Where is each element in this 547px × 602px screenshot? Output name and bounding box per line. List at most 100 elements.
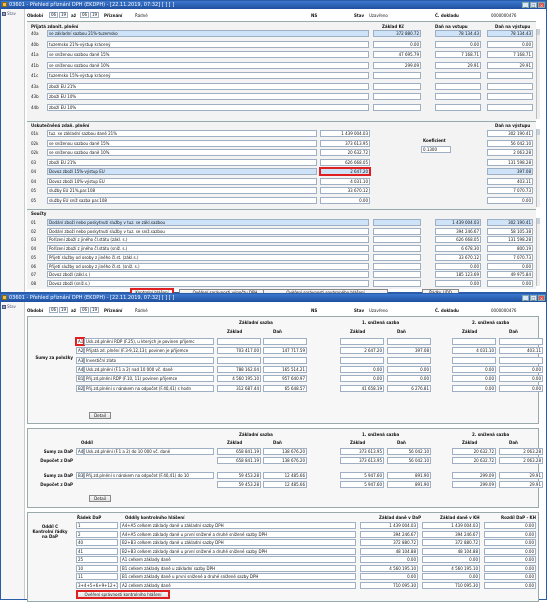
row-value[interactable]: 59 453.28	[217, 472, 261, 479]
row-blank[interactable]	[373, 262, 421, 270]
row-label[interactable]: se sníženou sazbou daně 10%	[47, 149, 317, 156]
row-label[interactable]: Investiční zlato	[84, 356, 214, 364]
kr-kh[interactable]: 394 246.67	[422, 530, 480, 538]
row-value[interactable]: 891.90	[387, 481, 431, 488]
row-zaklad[interactable]: 33 670.12	[435, 253, 481, 261]
detail-button-2[interactable]: Detail	[89, 495, 111, 502]
row-dan-vystup[interactable]: 7 168.71	[487, 51, 533, 58]
row-label[interactable]: se sníženou sazbou daně 15%	[47, 139, 317, 147]
close-button[interactable]: ×	[538, 295, 545, 301]
do-year-2[interactable]: 19	[90, 307, 99, 313]
row-blank[interactable]	[373, 253, 421, 261]
row-dan-vystup[interactable]	[487, 93, 533, 100]
row-label[interactable]: Přij.zd.plnění RDP (F.10, 11) povinen př…	[84, 375, 214, 383]
row-zaklad[interactable]: 0.00	[435, 262, 481, 270]
row-value[interactable]	[340, 356, 384, 364]
od-year-2[interactable]: 19	[59, 307, 68, 313]
row-label[interactable]: Přij.zd.plnění s nárokem na odpočet (F.4…	[84, 472, 214, 479]
row-value[interactable]: 2 063.28	[499, 448, 543, 455]
row-dan-vystup[interactable]: 131 598.28	[487, 158, 533, 166]
row-value[interactable]	[340, 338, 384, 345]
row-label[interactable]: služby EU sníž sazba par.108	[47, 196, 317, 204]
row-label[interactable]: zboží EU 21%	[47, 158, 317, 166]
row-value[interactable]: 41 658.19	[340, 384, 384, 392]
kr-diff[interactable]: 0.00	[484, 547, 536, 555]
row-value[interactable]: 6 276.81	[387, 384, 431, 392]
row-label[interactable]: se sníženou sazbou daně 15%	[47, 51, 369, 58]
row-dan-vystup[interactable]: 56 042.10	[487, 139, 533, 147]
row-zaklad[interactable]: 1 439 004.03	[320, 130, 370, 137]
row-value[interactable]	[499, 338, 543, 345]
row-value[interactable]: 0.00	[340, 375, 384, 383]
row-label[interactable]: Pořízení zboží z jiného čl.státu (zákl. …	[47, 236, 369, 244]
row-value[interactable]: 12 485.66	[263, 481, 307, 488]
minimize-button[interactable]: _	[522, 2, 529, 8]
row-label[interactable]: se základní sazbou 21%-tuzemsko	[47, 30, 369, 37]
row-value[interactable]: 0.00	[340, 365, 384, 373]
kr-kh[interactable]: 0.00	[422, 556, 480, 563]
row-value[interactable]: 5 947.60	[340, 472, 384, 479]
row-blank[interactable]	[373, 245, 421, 253]
row-dan-vstup[interactable]: 78 134.43	[435, 30, 481, 37]
row-value[interactable]: 20 632.72	[452, 448, 496, 455]
row-value[interactable]: 0.00	[387, 375, 431, 383]
row-value[interactable]	[263, 356, 307, 364]
row-label[interactable]: Pořízení zboží z jiného čl.státu (sníž. …	[47, 245, 369, 253]
row-label[interactable]: služby EU 21%,par.108	[47, 187, 317, 194]
od-month[interactable]: 06	[49, 12, 58, 18]
kr-dap[interactable]: 0.00	[360, 573, 418, 580]
row-label[interactable]: Usk.zd.plnění (F.1 a 2) nad 10 000 vč. d…	[84, 365, 214, 373]
row-dan-vystup[interactable]: 0.00	[487, 279, 533, 287]
row-dan-vystup[interactable]: 302 190.41	[487, 130, 533, 137]
kr-row-label[interactable]: A1 celkem základy daně	[120, 556, 356, 563]
row-zaklad[interactable]: 6 678.30	[435, 245, 481, 253]
row-value[interactable]: 0.00	[387, 365, 431, 373]
row-dan-vystup[interactable]	[487, 72, 533, 79]
row-value[interactable]	[452, 356, 496, 364]
row-dan-vstup[interactable]	[435, 103, 481, 111]
row-zaklad[interactable]: 33 670.12	[320, 187, 370, 194]
kr-kh[interactable]: 4 560 195.10	[422, 564, 480, 572]
row-dan-vystup[interactable]: 0.00	[487, 40, 533, 48]
kr-row-label[interactable]: A4+A5 celkem základy daně u první snížen…	[120, 530, 356, 538]
row-value[interactable]: 65 648.57	[263, 384, 307, 392]
row-zaklad[interactable]: 299.09	[373, 61, 421, 69]
row-label[interactable]: Dodání zboží nebo poskytnutí služby v tu…	[47, 227, 369, 235]
row-value[interactable]: 957 640.97	[263, 375, 307, 383]
kr-kh[interactable]: 48 104.88	[422, 547, 480, 555]
row-value[interactable]: 0.00	[452, 365, 496, 373]
do-month-2[interactable]: 06	[80, 307, 89, 313]
kr-dap[interactable]: 394 246.67	[360, 530, 418, 538]
row-value[interactable]: 403.11	[499, 347, 543, 355]
row-dan-vystup[interactable]: 29.91	[487, 61, 533, 69]
row-zaklad[interactable]: 47 695.79	[373, 51, 421, 58]
row-value[interactable]: 373 613.95	[340, 448, 384, 455]
row-value[interactable]: 5 947.60	[340, 481, 384, 488]
row-value[interactable]: 312 687.44	[217, 384, 261, 392]
row-zaklad[interactable]	[373, 103, 421, 111]
row-value[interactable]: 0.00	[499, 375, 543, 383]
row-dan-vstup[interactable]: 7 168.71	[435, 51, 481, 58]
row-value[interactable]: 397.08	[387, 347, 431, 355]
usk-scrollbar[interactable]	[536, 129, 540, 207]
row-value[interactable]: 29.91	[499, 472, 543, 479]
kr-diff[interactable]: 0.00	[484, 564, 536, 572]
close-button[interactable]: ×	[538, 2, 545, 8]
kr-diff[interactable]: 0.00	[484, 556, 536, 563]
kr-dap[interactable]: 0.00	[360, 556, 418, 563]
row-zaklad[interactable]: 0.00	[320, 196, 370, 204]
kr-diff[interactable]: 0.00	[484, 581, 536, 589]
row-value[interactable]	[263, 338, 307, 345]
od-month-2[interactable]: 06	[49, 307, 58, 313]
row-label[interactable]: Dodání zboží nebo poskytnutí služby v tu…	[47, 219, 369, 226]
row-zaklad[interactable]: 626 668.05	[320, 158, 370, 166]
row-label[interactable]: tuzemsko 21%-výstup krácený	[47, 40, 369, 48]
kr-kh[interactable]: 372 880.72	[422, 539, 480, 546]
row-blank[interactable]	[373, 219, 421, 226]
kr-row-label[interactable]: B1 celkem základy daně u základní sazby …	[120, 564, 356, 572]
row-value[interactable]	[499, 356, 543, 364]
row-zaklad[interactable]: 1 439 004.03	[435, 219, 481, 226]
row-label[interactable]: zboží EU 10%	[47, 103, 369, 111]
row-dan-vystup[interactable]	[487, 103, 533, 111]
row-value[interactable]: 138 676.20	[263, 448, 307, 455]
